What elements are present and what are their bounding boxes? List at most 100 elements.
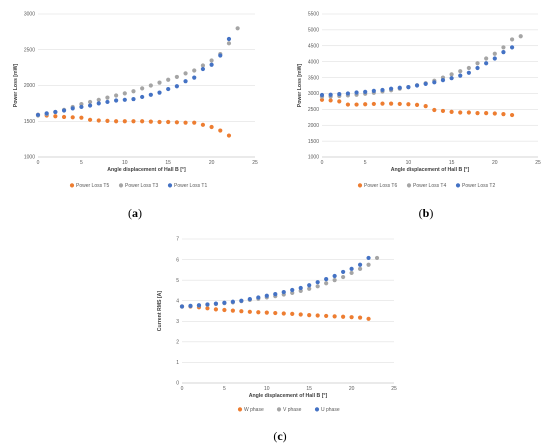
data-point bbox=[264, 310, 269, 315]
y-tick-label: 6 bbox=[176, 257, 179, 263]
data-point bbox=[179, 304, 185, 309]
data-point bbox=[44, 111, 49, 116]
data-point bbox=[374, 255, 380, 261]
data-point bbox=[61, 108, 67, 113]
data-point bbox=[337, 99, 342, 104]
y-tick-label: 3 bbox=[176, 319, 179, 325]
data-point bbox=[440, 108, 446, 114]
data-point bbox=[192, 75, 197, 80]
data-point bbox=[200, 63, 206, 68]
data-point bbox=[87, 117, 93, 122]
data-point bbox=[205, 306, 210, 311]
data-point bbox=[440, 77, 446, 83]
data-point bbox=[371, 101, 376, 107]
data-point bbox=[226, 133, 232, 138]
data-point bbox=[337, 91, 342, 97]
data-point bbox=[226, 41, 232, 46]
data-point bbox=[466, 110, 471, 115]
data-point bbox=[380, 101, 385, 106]
legend-label: Power Loss T3 bbox=[125, 183, 158, 189]
data-point bbox=[281, 289, 286, 295]
series-1 bbox=[35, 112, 232, 138]
data-point bbox=[492, 51, 497, 56]
data-point bbox=[247, 296, 252, 302]
series-1 bbox=[179, 304, 371, 321]
legend-label: Power Loss T2 bbox=[462, 183, 495, 189]
caption-paren-close: ) bbox=[429, 206, 433, 220]
y-tick-label: 5 bbox=[176, 278, 179, 284]
x-axis-label: Angle displacement of Hall B [°] bbox=[391, 167, 470, 173]
y-tick-label: 2500 bbox=[308, 107, 319, 113]
data-point bbox=[341, 274, 346, 280]
x-tick-label: 25 bbox=[391, 386, 397, 392]
data-point bbox=[239, 298, 244, 303]
data-point bbox=[157, 90, 162, 95]
x-tick-label: 25 bbox=[535, 160, 541, 166]
data-point bbox=[247, 309, 252, 314]
panel-caption: (a) bbox=[128, 206, 142, 220]
caption-letter: a bbox=[132, 206, 138, 220]
data-point bbox=[298, 285, 303, 291]
data-point bbox=[196, 303, 202, 308]
series-3 bbox=[179, 255, 371, 309]
y-tick-label: 3000 bbox=[308, 91, 319, 97]
data-point bbox=[371, 88, 376, 94]
data-point bbox=[200, 122, 206, 127]
data-point bbox=[324, 313, 329, 319]
data-point bbox=[414, 83, 420, 88]
data-point bbox=[273, 292, 278, 297]
data-point bbox=[209, 62, 214, 67]
data-point bbox=[332, 314, 337, 319]
data-point bbox=[357, 262, 363, 267]
data-point bbox=[222, 300, 227, 305]
data-point bbox=[79, 104, 84, 110]
data-point bbox=[166, 77, 171, 82]
data-point bbox=[87, 99, 93, 105]
data-point bbox=[264, 293, 269, 298]
data-point bbox=[406, 84, 411, 90]
y-tick-label: 1 bbox=[176, 360, 179, 366]
data-point bbox=[366, 262, 371, 267]
series-1 bbox=[319, 97, 515, 118]
data-point bbox=[332, 273, 337, 279]
caption-paren-close: ) bbox=[138, 206, 142, 220]
series-3 bbox=[319, 45, 515, 98]
data-point bbox=[349, 266, 354, 271]
chart-c: 0 1 2 3 4 5 6 7 0 5 10 15 20 25 Angle displacement of … bbox=[157, 237, 397, 443]
data-point bbox=[114, 93, 119, 98]
y-tick-label: 4 bbox=[176, 298, 179, 304]
data-point bbox=[87, 103, 93, 108]
chart-a: 1000 1500 2000 2500 3000 0 5 10 15 20 25 Angle disp… bbox=[13, 12, 258, 220]
y-tick-label: 2000 bbox=[308, 123, 319, 129]
legend-marker bbox=[357, 183, 363, 188]
data-point bbox=[122, 119, 127, 124]
legend-marker bbox=[167, 183, 173, 188]
data-point bbox=[235, 26, 240, 31]
data-point bbox=[79, 115, 84, 120]
data-point bbox=[432, 107, 437, 113]
data-point bbox=[166, 119, 171, 125]
x-tick-label: 15 bbox=[449, 160, 455, 166]
data-point bbox=[389, 101, 394, 106]
data-point bbox=[315, 284, 320, 289]
x-tick-label: 0 bbox=[181, 386, 184, 392]
data-point bbox=[509, 112, 515, 118]
legend-marker bbox=[237, 407, 243, 412]
data-point bbox=[96, 101, 101, 106]
data-point bbox=[509, 37, 515, 42]
data-point bbox=[61, 114, 67, 120]
x-tick-label: 25 bbox=[252, 160, 258, 166]
panel-caption: (c) bbox=[273, 429, 286, 443]
y-axis-label: Power Loss [mW] bbox=[297, 63, 303, 107]
data-point bbox=[380, 87, 385, 93]
panel-caption: (b) bbox=[419, 206, 434, 220]
legend-label: W phase bbox=[244, 407, 264, 413]
x-axis-label: Angle displacement of Hall B [°] bbox=[249, 393, 328, 399]
data-point bbox=[96, 97, 101, 102]
x-tick-label: 5 bbox=[223, 386, 226, 392]
data-point bbox=[105, 99, 110, 105]
data-point bbox=[183, 79, 188, 84]
data-point bbox=[290, 311, 295, 316]
data-point bbox=[324, 281, 329, 286]
x-axis-label: Angle displacement of Hall B [°] bbox=[107, 167, 186, 173]
